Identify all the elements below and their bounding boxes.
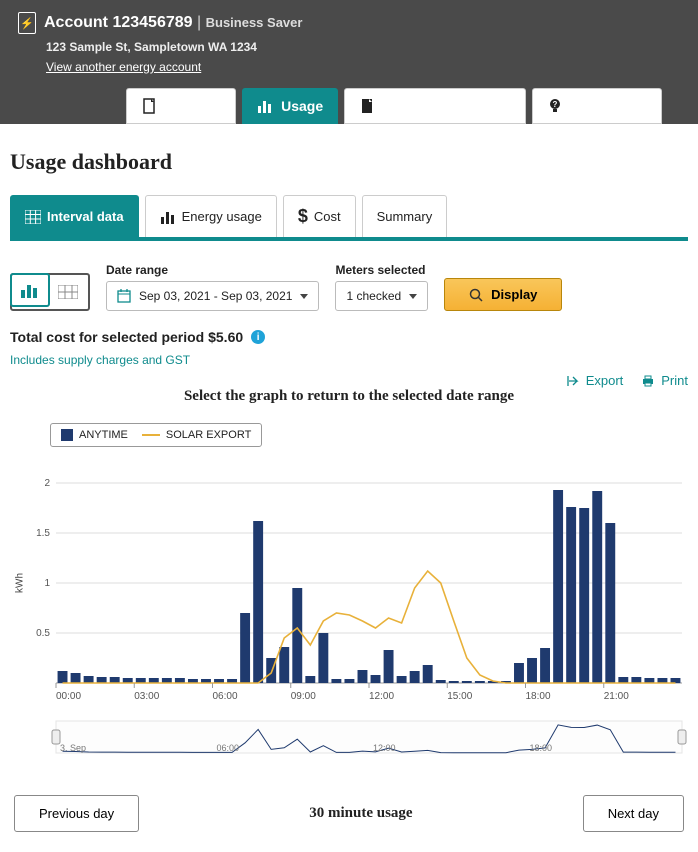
lightbulb-icon: ?: [547, 98, 563, 114]
date-range-picker[interactable]: Sep 03, 2021 - Sep 03, 2021: [106, 281, 319, 311]
bar-chart-icon: [160, 210, 176, 224]
chevron-down-icon: [300, 294, 308, 299]
svg-text:09:00: 09:00: [291, 691, 316, 702]
page-title: Usage dashboard: [10, 149, 688, 175]
view-toggle: [10, 273, 90, 311]
table-icon: [58, 285, 78, 299]
table-view-button[interactable]: [48, 275, 88, 309]
topnav-account[interactable]: Account: [126, 88, 236, 124]
subtab-energy-usage[interactable]: Energy usage: [145, 195, 277, 237]
svg-text:1: 1: [44, 578, 50, 589]
previous-day-button[interactable]: Previous day: [14, 795, 139, 832]
meters-label: Meters selected: [335, 263, 428, 277]
bar-chart-icon: [20, 282, 40, 298]
svg-text:21:00: 21:00: [604, 691, 629, 702]
chart-view-button[interactable]: [10, 273, 50, 307]
bill-icon: [359, 98, 375, 114]
cost-subtext: Includes supply charges and GST: [10, 353, 688, 367]
topnav-bills-and-payments[interactable]: Bills and payments: [344, 88, 526, 124]
interval-label: 30 minute usage: [309, 805, 412, 822]
export-icon: [566, 374, 580, 388]
svg-text:06:00: 06:00: [217, 743, 240, 753]
svg-text:06:00: 06:00: [213, 691, 238, 702]
bar-chart-icon: [257, 98, 273, 114]
subtab-cost[interactable]: $Cost: [283, 195, 356, 237]
svg-text:?: ?: [552, 100, 557, 109]
svg-text:0.5: 0.5: [36, 628, 50, 639]
chevron-down-icon: [409, 294, 417, 299]
meters-select[interactable]: 1 checked: [335, 281, 428, 311]
export-button[interactable]: Export: [566, 373, 624, 388]
print-button[interactable]: Print: [641, 373, 688, 388]
meters-value: 1 checked: [346, 289, 401, 303]
date-range-label: Date range: [106, 263, 319, 277]
dollar-icon: $: [298, 206, 308, 227]
chart-instruction: Select the graph to return to the select…: [10, 388, 688, 405]
legend-solar: SOLAR EXPORT: [166, 429, 251, 441]
svg-text:18:00: 18:00: [526, 691, 551, 702]
svg-text:12:00: 12:00: [369, 691, 394, 702]
bolt-document-icon: ⚡: [18, 12, 36, 34]
info-icon[interactable]: i: [251, 330, 265, 344]
svg-text:03:00: 03:00: [134, 691, 159, 702]
svg-text:1.5: 1.5: [36, 528, 50, 539]
search-icon: [469, 288, 483, 302]
chart-navigator[interactable]: 3. Sep 06:00 12:00 18:00: [28, 717, 688, 767]
calendar-icon: [117, 289, 131, 303]
svg-text:3. Sep: 3. Sep: [60, 743, 86, 753]
subtab-summary[interactable]: Summary: [362, 195, 448, 237]
legend-anytime: ANYTIME: [79, 429, 128, 441]
svg-text:00:00: 00:00: [56, 691, 81, 702]
usage-chart[interactable]: 0.5 1 1.5 2 00:00 03:00 06:00 09:00 12:00 15:00 18…: [28, 453, 688, 713]
print-icon: [641, 374, 655, 388]
chart-legend: ANYTIME SOLAR EXPORT: [50, 423, 262, 447]
grid-icon: [25, 210, 41, 224]
y-axis-label: kWh: [15, 573, 26, 593]
document-icon: [141, 98, 157, 114]
svg-text:2: 2: [44, 478, 50, 489]
date-range-value: Sep 03, 2021 - Sep 03, 2021: [139, 289, 292, 303]
svg-text:15:00: 15:00: [447, 691, 472, 702]
svg-text:12:00: 12:00: [373, 743, 396, 753]
svg-text:18:00: 18:00: [530, 743, 553, 753]
topnav-usage[interactable]: Usage: [242, 88, 338, 124]
view-another-account-link[interactable]: View another energy account: [46, 60, 201, 74]
topnav-energy-tips[interactable]: ?Energy tips: [532, 88, 662, 124]
next-day-button[interactable]: Next day: [583, 795, 684, 832]
display-button[interactable]: Display: [444, 278, 562, 311]
account-title: Account 123456789 | Business Saver: [44, 14, 302, 32]
subtab-interval-data[interactable]: Interval data: [10, 195, 139, 237]
account-address: 123 Sample St, Sampletown WA 1234: [46, 40, 680, 54]
total-cost-text: Total cost for selected period $5.60: [10, 329, 243, 345]
